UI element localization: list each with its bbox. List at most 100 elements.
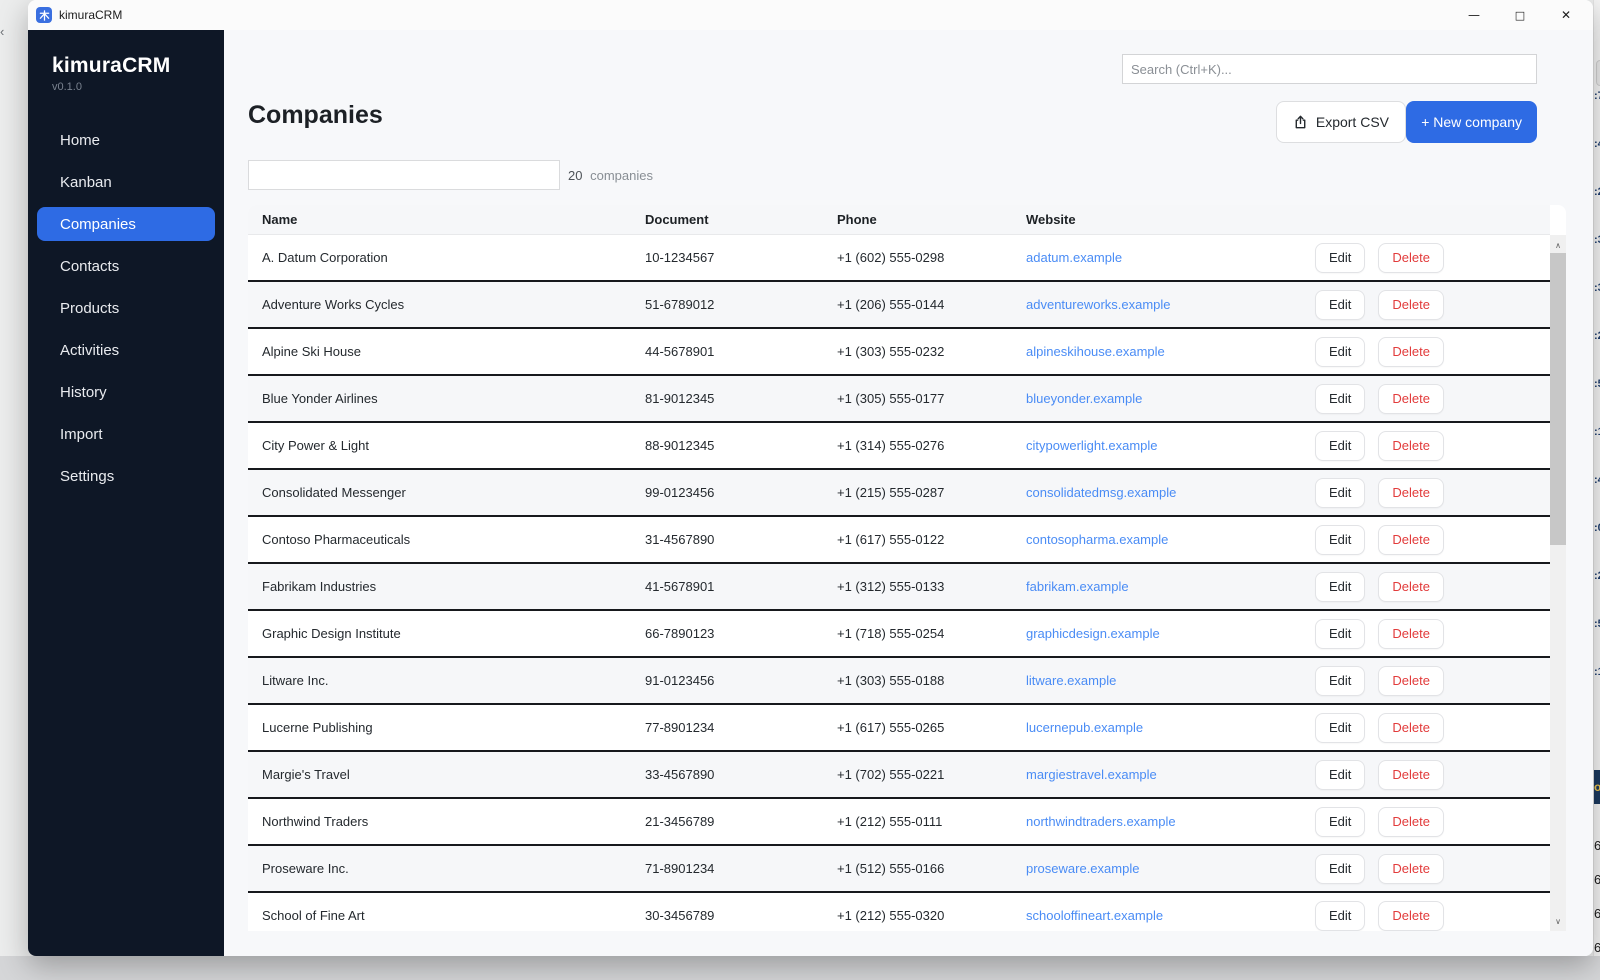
delete-button[interactable]: Delete <box>1378 759 1444 790</box>
edit-button[interactable]: Edit <box>1315 712 1366 743</box>
delete-button[interactable]: Delete <box>1378 806 1444 837</box>
table-scrollbar[interactable]: ∧ ∨ <box>1550 235 1566 931</box>
background-text-fragment: :4 <box>1594 138 1600 150</box>
edit-button[interactable]: Edit <box>1315 477 1366 508</box>
edit-button[interactable]: Edit <box>1315 900 1366 931</box>
phone-cell: +1 (702) 555-0221 <box>837 767 945 782</box>
company-name-cell: Lucerne Publishing <box>262 720 373 735</box>
background-text-fragment: :3 <box>1594 234 1600 246</box>
phone-cell: +1 (215) 555-0287 <box>837 485 945 500</box>
delete-button[interactable]: Delete <box>1378 477 1444 508</box>
website-link[interactable]: graphicdesign.example <box>1026 626 1160 641</box>
table-row: Margie's Travel 33-4567890 +1 (702) 555-… <box>248 752 1550 799</box>
table-body: A. Datum Corporation 10-1234567 +1 (602)… <box>248 235 1550 931</box>
edit-button[interactable]: Edit <box>1315 806 1366 837</box>
export-csv-button[interactable]: Export CSV <box>1275 101 1406 143</box>
edit-button[interactable]: Edit <box>1315 571 1366 602</box>
new-company-button[interactable]: + New company <box>1406 101 1537 143</box>
titlebar[interactable]: kimuraCRM — □ ✕ <box>28 0 1593 30</box>
edit-button[interactable]: Edit <box>1315 383 1366 414</box>
filter-input[interactable] <box>248 160 560 190</box>
sidebar-item-home[interactable]: Home <box>37 123 215 157</box>
delete-button[interactable]: Delete <box>1378 383 1444 414</box>
close-button[interactable]: ✕ <box>1543 0 1589 30</box>
website-link[interactable]: schooloffineart.example <box>1026 908 1164 923</box>
scroll-up-icon[interactable]: ∧ <box>1555 240 1561 250</box>
delete-button[interactable]: Delete <box>1378 665 1444 696</box>
edit-button[interactable]: Edit <box>1315 289 1366 320</box>
website-link[interactable]: adatum.example <box>1026 250 1123 265</box>
phone-cell: +1 (718) 555-0254 <box>837 626 945 641</box>
table-row: Blue Yonder Airlines 81-9012345 +1 (305)… <box>248 376 1550 423</box>
company-name-cell: Adventure Works Cycles <box>262 297 405 312</box>
sidebar-item-kanban[interactable]: Kanban <box>37 165 215 199</box>
edit-button[interactable]: Edit <box>1315 430 1366 461</box>
table-row: Alpine Ski House 44-5678901 +1 (303) 555… <box>248 329 1550 376</box>
document-cell: 91-0123456 <box>645 673 715 688</box>
website-link[interactable]: citypowerlight.example <box>1026 438 1158 453</box>
phone-cell: +1 (305) 555-0177 <box>837 391 945 406</box>
minimize-button[interactable]: — <box>1451 0 1497 30</box>
company-name-cell: Graphic Design Institute <box>262 626 401 641</box>
delete-button[interactable]: Delete <box>1378 618 1444 649</box>
app-window: kimuraCRM — □ ✕ kimuraCRM v0.1.0 Home Kan… <box>28 0 1593 956</box>
edit-button[interactable]: Edit <box>1315 336 1366 367</box>
sidebar-item-import[interactable]: Import <box>37 417 215 451</box>
website-link[interactable]: fabrikam.example <box>1026 579 1129 594</box>
sidebar-item-settings[interactable]: Settings <box>37 459 215 493</box>
phone-cell: +1 (314) 555-0276 <box>837 438 945 453</box>
desktop-strip <box>0 956 1600 980</box>
sidebar-item-companies[interactable]: Companies <box>37 207 215 241</box>
sidebar-item-products[interactable]: Products <box>37 291 215 325</box>
edit-button[interactable]: Edit <box>1315 524 1366 555</box>
table-row: Fabrikam Industries 41-5678901 +1 (312) … <box>248 564 1550 611</box>
back-chevron-icon: ‹ <box>0 24 5 39</box>
background-text-fragment: 6 <box>1594 906 1600 921</box>
sidebar-item-history[interactable]: History <box>37 375 215 409</box>
sidebar-item-contacts[interactable]: Contacts <box>37 249 215 283</box>
delete-button[interactable]: Delete <box>1378 853 1444 884</box>
edit-button[interactable]: Edit <box>1315 853 1366 884</box>
document-cell: 66-7890123 <box>645 626 715 641</box>
maximize-button[interactable]: □ <box>1497 0 1543 30</box>
website-link[interactable]: lucernepub.example <box>1026 720 1144 735</box>
delete-button[interactable]: Delete <box>1378 571 1444 602</box>
website-link[interactable]: proseware.example <box>1026 861 1140 876</box>
edit-button[interactable]: Edit <box>1315 759 1366 790</box>
website-link[interactable]: blueyonder.example <box>1026 391 1143 406</box>
background-text-fragment: 6 <box>1594 872 1600 887</box>
delete-button[interactable]: Delete <box>1378 242 1444 273</box>
delete-button[interactable]: Delete <box>1378 900 1444 931</box>
website-link[interactable]: contosopharma.example <box>1026 532 1169 547</box>
table-row: Litware Inc. 91-0123456 +1 (303) 555-018… <box>248 658 1550 705</box>
edit-button[interactable]: Edit <box>1315 665 1366 696</box>
sidebar-item-activities[interactable]: Activities <box>37 333 215 367</box>
website-link[interactable]: consolidatedmsg.example <box>1026 485 1177 500</box>
delete-button[interactable]: Delete <box>1378 712 1444 743</box>
edit-button[interactable]: Edit <box>1315 618 1366 649</box>
upload-icon <box>1293 115 1308 130</box>
table-row: Contoso Pharmaceuticals 31-4567890 +1 (6… <box>248 517 1550 564</box>
website-link[interactable]: margiestravel.example <box>1026 767 1157 782</box>
website-link[interactable]: adventureworks.example <box>1026 297 1171 312</box>
scrollbar-thumb[interactable] <box>1550 253 1566 545</box>
background-text-fragment: 6 <box>1594 838 1600 853</box>
phone-cell: +1 (617) 555-0265 <box>837 720 945 735</box>
website-link[interactable]: litware.example <box>1026 673 1117 688</box>
delete-button[interactable]: Delete <box>1378 524 1444 555</box>
website-link[interactable]: northwindtraders.example <box>1026 814 1176 829</box>
edit-button[interactable]: Edit <box>1315 242 1366 273</box>
document-cell: 81-9012345 <box>645 391 715 406</box>
document-cell: 33-4567890 <box>645 767 715 782</box>
search-input[interactable] <box>1122 54 1537 84</box>
delete-button[interactable]: Delete <box>1378 289 1444 320</box>
scroll-down-icon[interactable]: ∨ <box>1555 916 1561 926</box>
export-csv-label: Export CSV <box>1315 114 1389 130</box>
website-link[interactable]: alpineskihouse.example <box>1026 344 1165 359</box>
delete-button[interactable]: Delete <box>1378 336 1444 367</box>
background-text-fragment: :4 <box>1594 474 1600 486</box>
background-window-sliver: o :7:4:2:3:3:2:5:1:4:0:2:5:1 6 6 6 6 <box>1593 0 1600 980</box>
document-cell: 31-4567890 <box>645 532 715 547</box>
delete-button[interactable]: Delete <box>1378 430 1444 461</box>
background-text-fragment: :7 <box>1594 90 1600 102</box>
